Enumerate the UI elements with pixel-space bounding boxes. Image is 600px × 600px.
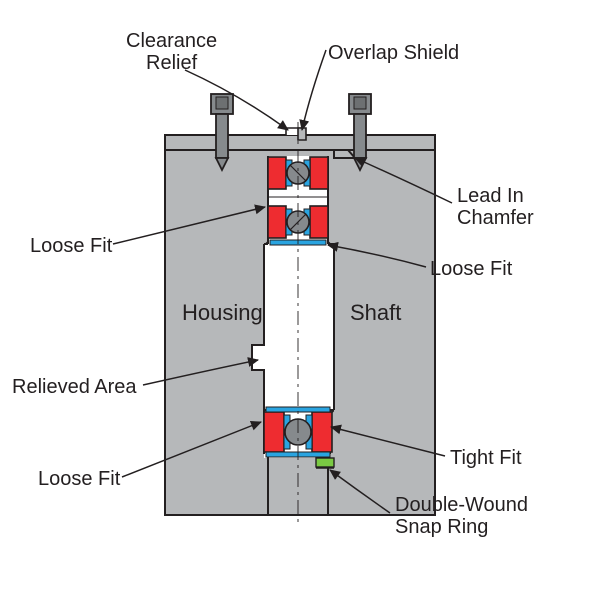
label-lead-in-chamfer: Lead In Chamfer	[457, 185, 534, 229]
label-snap-ring: Double-Wound Snap Ring	[395, 494, 528, 538]
snap-ring	[316, 458, 334, 467]
label-tight-fit: Tight Fit	[450, 447, 522, 469]
label-loose-fit-upper-right: Loose Fit	[430, 258, 512, 280]
label-clearance-relief: Clearance Relief	[126, 30, 217, 74]
label-loose-fit-lower-left: Loose Fit	[38, 468, 120, 490]
label-overlap-shield: Overlap Shield	[328, 42, 459, 64]
label-housing: Housing	[182, 300, 263, 326]
label-relieved-area: Relieved Area	[12, 376, 137, 398]
label-shaft: Shaft	[350, 300, 401, 326]
label-loose-fit-upper-left: Loose Fit	[30, 235, 112, 257]
